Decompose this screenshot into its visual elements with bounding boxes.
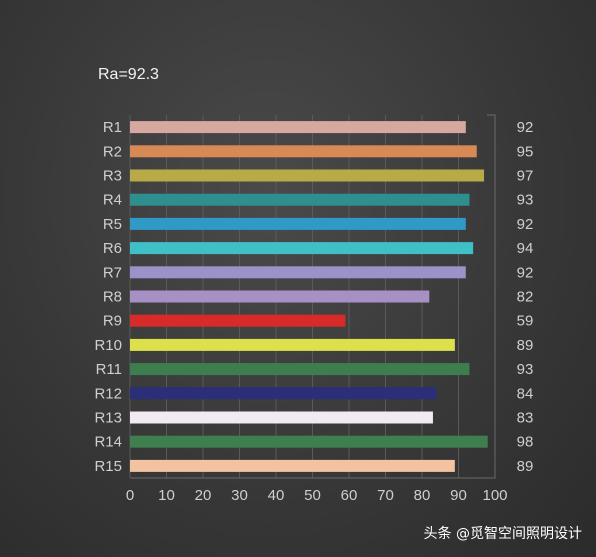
x-tick-label: 70 [377,487,394,504]
value-label: 59 [517,313,534,330]
bar-r4 [130,193,470,206]
category-label: R5 [103,216,122,233]
category-label: R12 [94,385,122,402]
axis-frame [130,114,496,479]
value-labels: 92 95 97 93 92 94 92 82 59 89 93 84 83 98 89 [517,119,534,475]
category-label: R14 [94,434,122,451]
bar-r7 [130,266,466,279]
bars [130,121,488,472]
bar-r15 [130,459,455,472]
value-label: 92 [517,119,534,136]
bar-r12 [130,387,437,400]
value-label: 84 [517,385,534,402]
value-label: 93 [517,361,534,378]
value-label: 92 [517,264,534,281]
category-label: R11 [96,361,122,378]
value-label: 82 [517,289,534,306]
category-label: R15 [94,458,122,475]
bar-r10 [130,338,455,351]
x-tick-label: 20 [195,487,212,504]
value-label: 93 [517,192,534,209]
bar-r5 [130,217,466,230]
category-label: R7 [103,264,122,281]
x-tick-label: 10 [158,487,175,504]
chart-title: Ra=92.3 [98,66,159,83]
bar-r1 [130,121,466,134]
category-labels: R1 R2 R3 R4 R5 R6 R7 R8 R9 R10 R11 R12 R13 R14 R15 [94,119,122,475]
x-tick-label: 0 [126,487,134,504]
bar-r11 [130,363,470,376]
value-label: 89 [517,337,534,354]
x-tick-label: 90 [450,487,467,504]
watermark: 头条 @觅智空间照明设计 [423,526,582,542]
bar-r9 [130,314,346,327]
x-axis-ticks: 0 10 20 30 40 50 60 70 80 90 100 [126,487,508,504]
value-label: 83 [517,410,534,427]
category-label: R13 [94,410,122,427]
category-label: R1 [103,119,122,136]
bar-r6 [130,242,474,255]
x-tick-label: 100 [482,487,507,504]
bar-r14 [130,435,488,448]
value-label: 92 [517,216,534,233]
x-tick-label: 80 [414,487,431,504]
bar-r3 [130,169,485,182]
category-label: R9 [103,313,122,330]
category-label: R10 [94,337,122,354]
bar-r2 [130,145,477,158]
category-label: R6 [103,240,122,257]
category-label: R3 [103,168,122,185]
value-label: 89 [517,458,534,475]
bar-r8 [130,290,430,303]
x-tick-label: 60 [341,487,358,504]
category-label: R2 [103,143,122,160]
x-tick-label: 40 [268,487,285,504]
value-label: 98 [517,434,534,451]
category-label: R4 [103,192,122,209]
value-label: 97 [517,168,534,185]
value-label: 95 [517,143,534,160]
x-tick-label: 50 [304,487,321,504]
x-tick-label: 30 [231,487,248,504]
value-label: 94 [517,240,534,257]
category-label: R8 [103,289,122,306]
bar-r13 [130,411,433,424]
